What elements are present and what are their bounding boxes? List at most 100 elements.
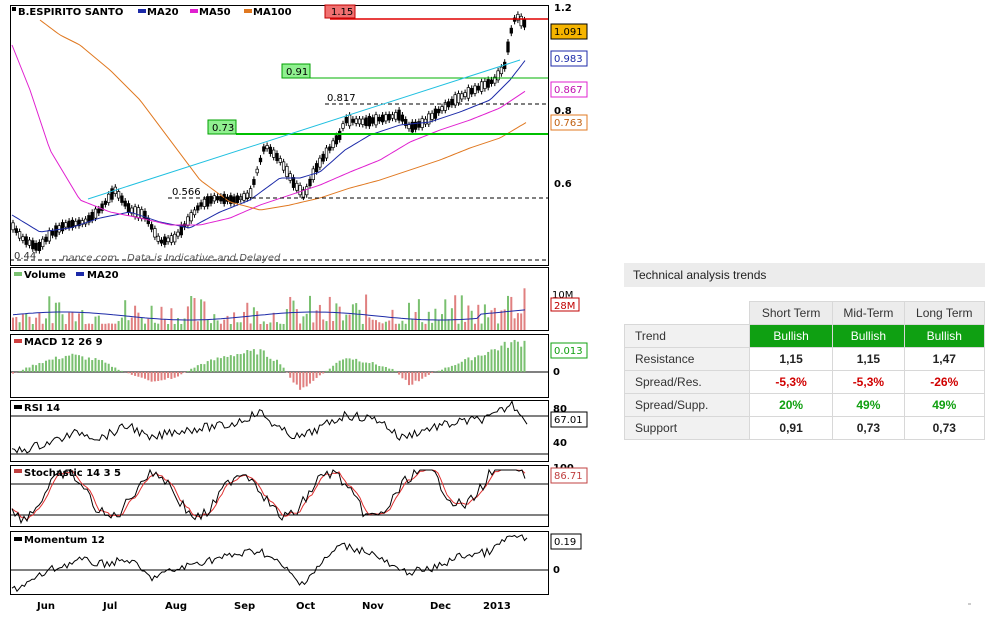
volume-title: Volume bbox=[24, 270, 66, 281]
candle bbox=[192, 209, 197, 216]
macd-bar bbox=[500, 345, 503, 372]
candle bbox=[130, 207, 134, 214]
row-label-resistance: Resistance bbox=[624, 347, 750, 371]
volume-bar bbox=[91, 323, 94, 330]
candle bbox=[473, 85, 477, 94]
spread-supp-mid: 49% bbox=[832, 393, 905, 417]
macd-bar bbox=[414, 372, 417, 381]
volume-bar bbox=[295, 309, 298, 330]
col-short-term: Short Term bbox=[748, 301, 834, 325]
volume-bar bbox=[147, 318, 150, 330]
candle bbox=[486, 79, 490, 88]
candle bbox=[301, 189, 306, 198]
volume-bar bbox=[289, 296, 292, 330]
candle bbox=[397, 109, 401, 121]
macd-bar bbox=[411, 372, 414, 385]
x-label-sep: Sep bbox=[234, 601, 255, 612]
macd-bar bbox=[180, 372, 183, 375]
volume-bar bbox=[493, 307, 496, 330]
macd-bar bbox=[292, 372, 295, 383]
candle bbox=[54, 225, 58, 237]
legend-ma20: MA20 bbox=[147, 7, 179, 18]
row-label-spread-res: Spread/Res. bbox=[624, 370, 750, 394]
macd-bar bbox=[444, 367, 447, 372]
price-value-box bbox=[550, 23, 588, 40]
volume-bar bbox=[120, 317, 123, 330]
trends-title: Technical analysis trends bbox=[624, 263, 985, 287]
candle bbox=[466, 87, 471, 99]
candle bbox=[103, 200, 108, 205]
volume-bar bbox=[434, 308, 437, 330]
candle bbox=[123, 200, 127, 207]
macd-bar bbox=[381, 366, 384, 372]
candle bbox=[413, 121, 418, 130]
volume-bar bbox=[186, 306, 189, 330]
macd-bar bbox=[272, 360, 275, 372]
candle bbox=[110, 188, 114, 200]
macd-bar bbox=[177, 372, 179, 377]
macd-bar bbox=[467, 357, 470, 372]
support-label-073: 0.73 bbox=[212, 123, 234, 134]
macd-bar bbox=[322, 372, 325, 374]
candle bbox=[443, 102, 447, 111]
volume-bar bbox=[483, 304, 486, 330]
trend-long: Bullish bbox=[903, 324, 986, 348]
volume-bar bbox=[348, 314, 351, 330]
candle bbox=[11, 222, 15, 231]
macd-bar bbox=[398, 372, 401, 375]
candle bbox=[209, 196, 213, 204]
macd-bar bbox=[210, 359, 212, 372]
candle bbox=[163, 236, 167, 245]
macd-bar bbox=[68, 355, 71, 372]
volume-bar bbox=[12, 317, 14, 330]
rsi-title: RSI 14 bbox=[24, 403, 60, 414]
trend-mid: Bullish bbox=[832, 324, 905, 348]
macd-bar bbox=[233, 356, 236, 372]
support-long: 0,73 bbox=[903, 416, 986, 440]
volume-bar bbox=[421, 322, 424, 330]
macd-bar bbox=[516, 341, 519, 372]
volume-bar bbox=[516, 313, 519, 330]
macd-bar bbox=[391, 368, 394, 372]
spread-res-long: -26% bbox=[903, 370, 986, 394]
candle bbox=[159, 239, 164, 244]
volume-bar bbox=[503, 309, 506, 330]
macd-bar bbox=[203, 364, 206, 372]
candle bbox=[47, 230, 51, 242]
volume-bar bbox=[497, 323, 500, 330]
macd-bar bbox=[183, 372, 186, 373]
candle bbox=[288, 173, 292, 181]
site-label: nance.com bbox=[62, 253, 117, 264]
candle bbox=[344, 117, 348, 124]
rsi-axis-mid: 40 bbox=[553, 438, 567, 449]
volume-bar bbox=[111, 323, 113, 330]
stochastic-panel bbox=[10, 465, 549, 527]
macd-bar bbox=[51, 359, 54, 372]
macd-bar bbox=[394, 370, 397, 372]
moving-average-line bbox=[39, 19, 527, 211]
candle bbox=[87, 215, 91, 223]
macd-bar bbox=[173, 372, 176, 378]
candle bbox=[255, 168, 259, 174]
volume-bar bbox=[305, 313, 308, 330]
candle bbox=[437, 108, 441, 114]
momentum-title: Momentum 12 bbox=[24, 535, 105, 546]
macd-bar bbox=[474, 357, 476, 372]
macd-bar bbox=[487, 351, 490, 372]
volume-bar bbox=[272, 312, 275, 330]
macd-bar bbox=[91, 360, 94, 372]
volume-bar bbox=[45, 318, 47, 330]
volume-bar bbox=[335, 303, 338, 330]
volume-bar bbox=[424, 323, 427, 330]
volume-bar bbox=[180, 323, 183, 330]
row-label-support: Support bbox=[624, 416, 750, 440]
candle bbox=[460, 93, 464, 100]
macd-bar bbox=[236, 354, 239, 372]
current-price: 1.091 bbox=[554, 27, 583, 38]
macd-bar bbox=[200, 363, 203, 372]
x-label-jul: Jul bbox=[102, 601, 117, 612]
macd-bar bbox=[41, 363, 44, 372]
candle bbox=[37, 241, 42, 252]
volume-bar bbox=[94, 316, 97, 330]
candle bbox=[364, 117, 368, 127]
